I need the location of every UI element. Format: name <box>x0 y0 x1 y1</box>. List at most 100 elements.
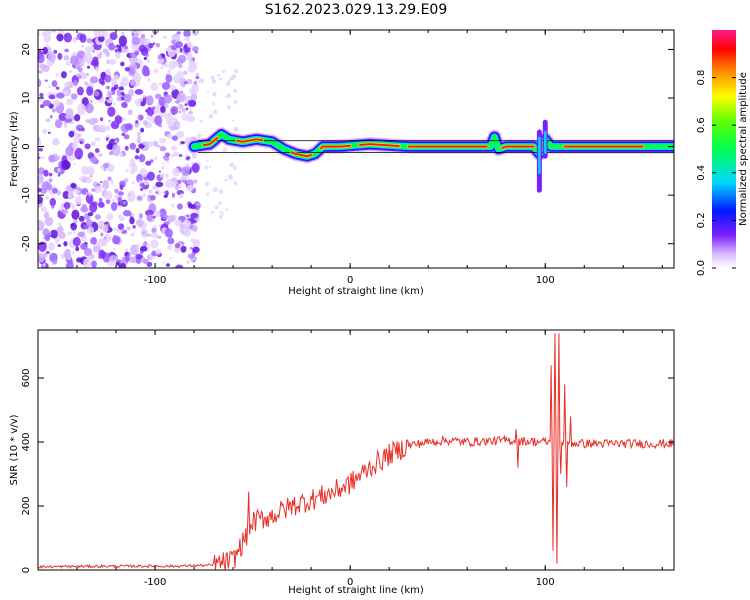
noise-blob <box>142 120 148 126</box>
noise-blob <box>63 89 69 96</box>
noise-blob <box>42 100 52 107</box>
noise-blob <box>133 72 142 83</box>
noise-blob <box>143 56 148 61</box>
noise-blob <box>179 228 187 234</box>
noise-blob <box>136 137 141 144</box>
snr-series-line <box>38 333 674 570</box>
noise-blob <box>180 141 185 145</box>
noise-blob <box>94 214 101 220</box>
noise-blob <box>123 134 130 140</box>
noise-blob <box>85 192 89 195</box>
ridge-core-red <box>236 138 264 143</box>
noise-blob <box>167 237 175 245</box>
noise-blob <box>92 56 99 65</box>
noise-blob <box>38 156 41 160</box>
noise-blob <box>61 159 70 171</box>
noise-blob <box>57 174 61 177</box>
noise-blob <box>89 156 98 164</box>
noise-blob <box>47 85 51 89</box>
noise-blob <box>153 68 158 74</box>
noise-blob <box>137 131 141 136</box>
noise-blob <box>106 59 110 65</box>
noise-blob <box>109 32 118 40</box>
noise-blob <box>219 77 223 81</box>
snr-xlabel: Height of straight line (km) <box>288 585 424 596</box>
noise-blob <box>67 191 74 200</box>
noise-blob <box>156 61 160 64</box>
noise-blob <box>218 215 223 219</box>
noise-blob <box>107 119 112 123</box>
noise-blob <box>135 147 140 154</box>
noise-blob <box>191 162 195 165</box>
noise-blob <box>86 65 91 69</box>
noise-blob <box>147 77 151 82</box>
noise-blob <box>219 210 223 214</box>
noise-blob <box>46 183 53 191</box>
noise-blob <box>64 81 70 87</box>
noise-blob <box>51 80 58 88</box>
snr-frame <box>37 329 675 571</box>
noise-blob <box>191 30 200 36</box>
noise-blob <box>57 167 61 173</box>
noise-blob <box>125 168 129 172</box>
noise-blob <box>122 152 126 156</box>
noise-blob <box>206 91 210 94</box>
noise-blob <box>98 197 103 203</box>
noise-blob <box>45 195 50 200</box>
noise-blob <box>124 248 129 252</box>
noise-blob <box>55 86 60 90</box>
noise-blob <box>110 201 118 211</box>
noise-blob <box>114 44 122 55</box>
noise-blob <box>42 31 48 38</box>
noise-blob <box>195 75 200 80</box>
noise-blob <box>113 74 120 81</box>
noise-blob <box>138 36 147 45</box>
noise-blob <box>164 190 169 197</box>
ridge-core-red <box>290 151 313 158</box>
noise-blob <box>228 79 231 82</box>
noise-blob <box>81 45 85 48</box>
noise-blob <box>212 102 215 106</box>
noise-blob <box>196 72 199 77</box>
noise-blob <box>147 141 154 148</box>
noise-blob <box>63 241 68 247</box>
noise-blob <box>80 243 88 251</box>
noise-blob <box>122 201 127 205</box>
noise-blob <box>51 187 58 194</box>
noise-blob <box>56 226 64 234</box>
noise-blob <box>116 89 122 97</box>
noise-blob <box>135 253 143 260</box>
noise-blob <box>152 140 159 147</box>
noise-blob <box>119 152 124 158</box>
noise-blob <box>98 249 106 260</box>
noise-blob <box>171 195 175 198</box>
noise-blob <box>107 176 112 182</box>
noise-blob <box>125 255 130 262</box>
snr-xtick-label: 0 <box>347 577 353 588</box>
noise-blob <box>150 195 156 201</box>
noise-blob <box>167 214 176 223</box>
noise-blob <box>173 151 179 157</box>
noise-blob <box>38 69 44 74</box>
noise-blob <box>170 106 179 115</box>
spectrogram-xtick-label: 100 <box>536 275 555 286</box>
noise-blob <box>41 156 45 159</box>
noise-blob <box>155 191 159 194</box>
noise-blob <box>191 152 198 159</box>
noise-blob <box>65 60 71 66</box>
noise-blob <box>45 118 51 123</box>
noise-blob <box>231 74 237 79</box>
noise-blob <box>69 70 72 73</box>
noise-blob <box>206 192 210 196</box>
noise-blob <box>206 159 209 162</box>
noise-blob <box>147 59 150 63</box>
noise-blob <box>130 213 135 217</box>
noise-blob <box>129 142 136 150</box>
noise-blob <box>139 246 148 252</box>
noise-blob <box>155 248 161 255</box>
noise-blob <box>229 162 235 167</box>
noise-blob <box>187 158 191 161</box>
noise-blob <box>174 219 182 227</box>
noise-blob <box>38 137 42 145</box>
